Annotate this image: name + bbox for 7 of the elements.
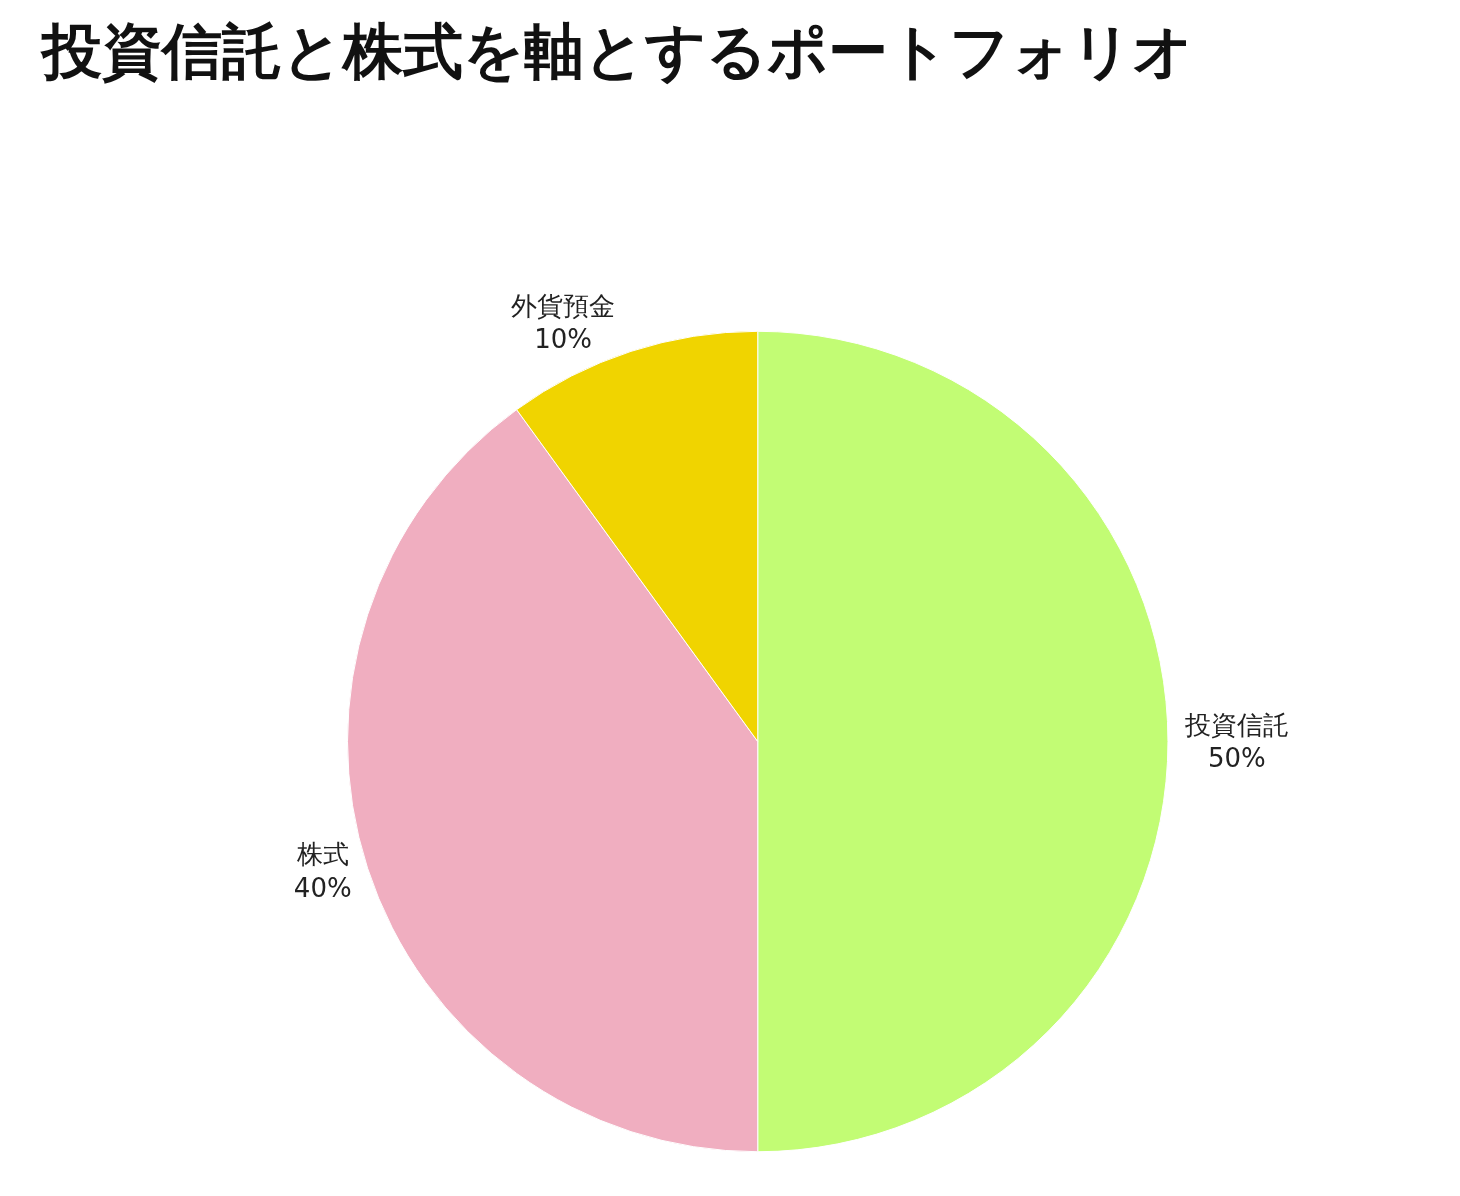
slice-label: 外貨預金 bbox=[511, 290, 616, 321]
chart-title: 投資信託と株式を軸とするポートフォリオ bbox=[40, 16, 1193, 86]
data-label: 50% bbox=[1208, 743, 1266, 774]
slice-label: 投資信託 bbox=[1183, 709, 1289, 740]
data-label: 10% bbox=[534, 324, 592, 355]
data-label: 40% bbox=[293, 873, 352, 904]
slice-label: 株式 bbox=[295, 839, 349, 870]
